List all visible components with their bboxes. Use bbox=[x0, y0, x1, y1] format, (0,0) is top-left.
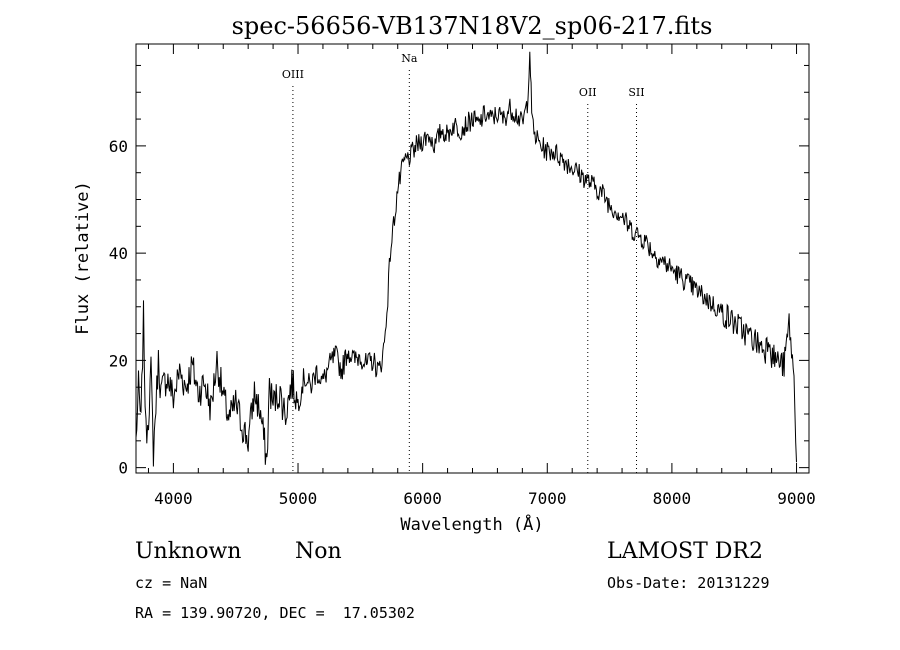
axis-ticks: 4000 5000 6000 7000 8000 9000 0 20 40 60 bbox=[109, 44, 816, 508]
survey-label: LAMOST DR2 bbox=[607, 539, 763, 564]
x-tick-label: 9000 bbox=[777, 489, 816, 508]
chart-title: spec-56656-VB137N18V2_sp06-217.fits bbox=[232, 12, 713, 40]
x-tick-label: 6000 bbox=[403, 489, 442, 508]
line-marker-label: OII bbox=[579, 86, 597, 99]
subclass-label: Non bbox=[295, 539, 342, 564]
y-tick-label: 40 bbox=[109, 244, 128, 263]
class-label: Unknown bbox=[135, 539, 242, 564]
y-tick-label: 0 bbox=[118, 459, 128, 478]
x-tick-label: 8000 bbox=[653, 489, 692, 508]
x-tick-label: 4000 bbox=[154, 489, 193, 508]
line-marker-label: OIII bbox=[282, 68, 304, 81]
obs-date: Obs-Date: 20131229 bbox=[607, 574, 770, 592]
y-tick-label: 60 bbox=[109, 137, 128, 156]
spectrum-line bbox=[135, 51, 797, 467]
emission-line-markers: OIII Na OII SII bbox=[282, 52, 645, 473]
line-marker-label: Na bbox=[401, 52, 418, 65]
cz-value: cz = NaN bbox=[135, 574, 208, 592]
coordinates: RA = 139.90720, DEC = 17.05302 bbox=[135, 604, 415, 622]
y-tick-label: 20 bbox=[109, 351, 128, 370]
x-tick-label: 7000 bbox=[528, 489, 567, 508]
x-axis-label: Wavelength (Å) bbox=[400, 513, 543, 535]
y-axis-label: Flux (relative) bbox=[73, 181, 93, 335]
x-tick-label: 5000 bbox=[279, 489, 318, 508]
line-marker-label: SII bbox=[628, 86, 644, 99]
